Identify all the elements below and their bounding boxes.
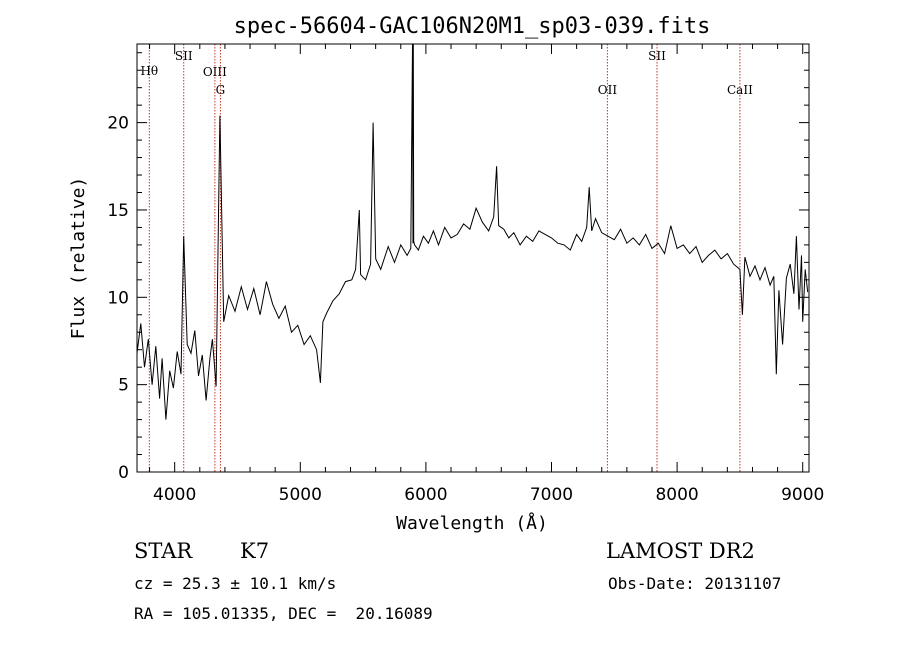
plot-frame — [136, 43, 810, 473]
footer-info: STAR K7 LAMOST DR2 cz = 25.3 ± 10.1 km/s… — [134, 539, 781, 623]
y-axis: 0 5 10 15 20 — [107, 52, 809, 483]
x-tick-label: 8000 — [655, 485, 698, 505]
obs-date: Obs-Date: 20131107 — [608, 574, 781, 593]
x-tick-label: 5000 — [279, 485, 322, 505]
coordinates: RA = 105.01335, DEC = 20.16089 — [134, 604, 433, 623]
x-tick-label: 4000 — [153, 485, 196, 505]
line-label-6: CaII — [727, 83, 753, 97]
line-label-4: OII — [598, 83, 618, 97]
y-tick-label: 5 — [118, 376, 129, 396]
x-tick-label: 6000 — [404, 485, 447, 505]
spectrum-line — [136, 43, 809, 420]
redshift-text: cz = 25.3 ± 10.1 km/s — [134, 574, 336, 593]
y-tick-label: 20 — [107, 114, 129, 134]
line-label-1: SII — [175, 49, 193, 63]
chart-title: spec-56604-GAC106N20M1_sp03-039.fits — [234, 14, 711, 39]
line-label-3: G — [216, 83, 226, 97]
spectral-line-markers: Hθ SII OIII G OII SII CaII — [140, 44, 753, 472]
survey-name: LAMOST DR2 — [606, 539, 755, 563]
y-tick-label: 15 — [107, 201, 129, 221]
line-label-5: SII — [648, 49, 666, 63]
spectrum-layer — [136, 43, 809, 420]
x-tick-label: 9000 — [781, 485, 824, 505]
x-axis-label: Wavelength (Å) — [396, 512, 548, 534]
x-tick-label: 7000 — [530, 485, 573, 505]
y-axis-label: Flux (relative) — [68, 177, 89, 340]
line-label-2: OIII — [203, 65, 227, 79]
object-class: STAR — [134, 539, 193, 563]
y-tick-label: 0 — [118, 463, 129, 483]
line-label-0: Hθ — [140, 64, 158, 78]
y-tick-label: 10 — [107, 288, 129, 308]
subclass: K7 — [240, 539, 269, 563]
x-axis: 4000 5000 6000 7000 8000 9000 — [149, 44, 824, 505]
